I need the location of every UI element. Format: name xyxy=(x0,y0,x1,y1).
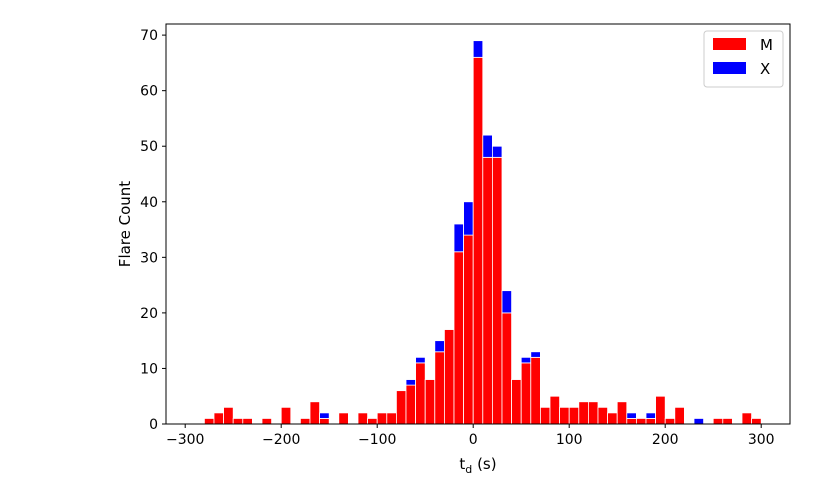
y-tick-label: 30 xyxy=(140,250,158,266)
bar-m xyxy=(722,418,733,425)
x-axis-ticks: −300 −200 −100 0 100 200 300 xyxy=(166,424,775,448)
bar-m xyxy=(405,384,417,425)
x-tick-label: 100 xyxy=(556,432,583,448)
bar-m xyxy=(655,395,666,425)
bar-m xyxy=(578,401,589,425)
bar-m xyxy=(588,401,599,425)
bar-m xyxy=(213,412,224,425)
bar-m xyxy=(712,418,724,425)
bar-m xyxy=(491,156,503,425)
y-tick-label: 50 xyxy=(140,139,158,155)
bar-m xyxy=(242,418,253,425)
x-axis-label-unit-text: (s) xyxy=(477,455,497,473)
bar-x xyxy=(415,356,426,364)
bar-m xyxy=(367,418,378,425)
bar-m xyxy=(501,312,513,425)
bar-m xyxy=(415,362,426,425)
bar-m xyxy=(674,406,685,425)
bar-m xyxy=(319,418,330,425)
bar-m xyxy=(395,390,407,425)
bar-x xyxy=(520,356,532,364)
bar-m xyxy=(559,406,570,425)
legend: M X xyxy=(703,30,784,88)
bar-x xyxy=(645,412,656,419)
y-tick-label: 60 xyxy=(140,84,158,100)
bar-x xyxy=(491,145,503,158)
bar-m xyxy=(597,406,609,425)
y-tick-label: 70 xyxy=(140,28,158,44)
bar-m xyxy=(357,412,369,425)
bar-m xyxy=(751,418,762,425)
bar-m xyxy=(453,251,465,425)
bar-x xyxy=(434,340,445,353)
x-tick-label: 300 xyxy=(748,432,775,448)
bar-m xyxy=(203,418,215,425)
bar-m xyxy=(232,418,244,425)
bar-m xyxy=(568,406,580,425)
bar-m xyxy=(549,395,560,425)
bar-m xyxy=(386,412,397,425)
bar-m xyxy=(280,406,292,425)
bar-m xyxy=(424,379,436,425)
bar-m xyxy=(607,412,618,425)
y-tick-label: 10 xyxy=(140,361,158,377)
bar-m xyxy=(443,329,455,425)
bar-x xyxy=(482,134,493,158)
bar-m xyxy=(511,379,522,425)
bar-m xyxy=(520,362,532,425)
x-tick-label: 200 xyxy=(652,432,679,448)
x-tick-label: 0 xyxy=(469,432,478,448)
bar-x xyxy=(530,351,541,358)
bar-x xyxy=(626,412,637,419)
y-axis-ticks: 0 10 20 30 40 50 60 70 xyxy=(140,28,166,433)
bar-m xyxy=(261,418,273,425)
bar-x xyxy=(501,290,513,314)
bar-x xyxy=(453,223,465,253)
bar-x xyxy=(405,379,417,386)
x-tick-label: −200 xyxy=(262,432,300,448)
bar-m xyxy=(463,234,474,425)
bar-x xyxy=(463,201,474,236)
bar-m xyxy=(376,412,388,425)
x-tick-label: −300 xyxy=(166,432,204,448)
bar-m xyxy=(741,412,753,425)
bars-group xyxy=(203,40,762,425)
bar-m xyxy=(626,418,637,425)
legend-label-m: M xyxy=(760,36,773,54)
y-axis-label: Flare Count xyxy=(116,181,134,267)
legend-swatch-m xyxy=(713,38,746,50)
bar-m xyxy=(645,418,656,425)
bar-m xyxy=(434,351,445,425)
legend-swatch-x xyxy=(713,62,746,74)
bar-m xyxy=(530,356,541,425)
bar-m xyxy=(664,418,676,425)
bar-m xyxy=(299,418,311,425)
bar-x xyxy=(472,40,484,58)
legend-label-x: X xyxy=(760,60,770,78)
bar-m xyxy=(616,401,628,425)
x-axis-label: td (s) xyxy=(459,455,496,476)
bar-m xyxy=(636,418,647,425)
x-axis-label-main: t xyxy=(459,455,465,473)
bar-m xyxy=(482,156,493,425)
y-tick-label: 20 xyxy=(140,306,158,322)
plot-frame xyxy=(165,23,791,425)
bar-m xyxy=(472,56,484,425)
y-tick-label: 0 xyxy=(149,417,158,433)
bar-x xyxy=(319,412,330,419)
bar-m xyxy=(338,412,349,425)
bar-x xyxy=(693,418,705,425)
bar-m xyxy=(309,401,321,425)
bar-m xyxy=(540,406,551,425)
x-axis-label-subscript: d xyxy=(465,463,472,476)
y-tick-label: 40 xyxy=(140,195,158,211)
bar-m xyxy=(223,406,234,425)
x-tick-label: −100 xyxy=(358,432,396,448)
